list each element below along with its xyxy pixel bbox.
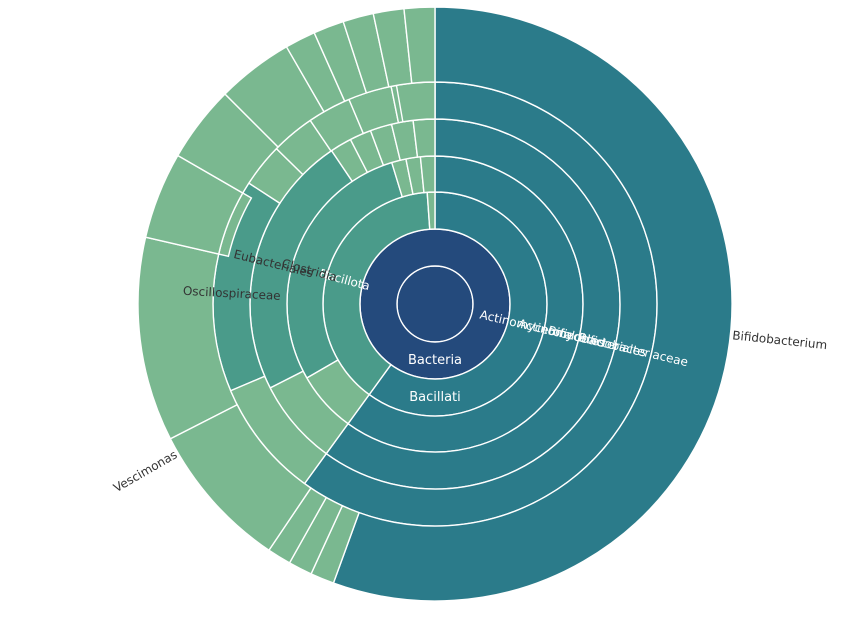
sunburst-segment-minor[interactable] [412, 118, 436, 158]
sunburst-arcs [137, 6, 733, 602]
sunburst-segment-bifidobacterium[interactable] [332, 6, 733, 602]
sunburst-segment-minor[interactable] [395, 81, 436, 123]
genus-label: Bifidobacterium [732, 328, 828, 352]
rank-label: Bacteria [408, 353, 462, 368]
genus-label: Vescimonas [111, 447, 180, 495]
sunburst-segment-minor[interactable] [403, 6, 436, 84]
rank-label: Bacillati [409, 390, 461, 405]
segment-label: Oscillospiraceae [183, 284, 281, 303]
sunburst-segment-minor[interactable] [169, 403, 312, 552]
